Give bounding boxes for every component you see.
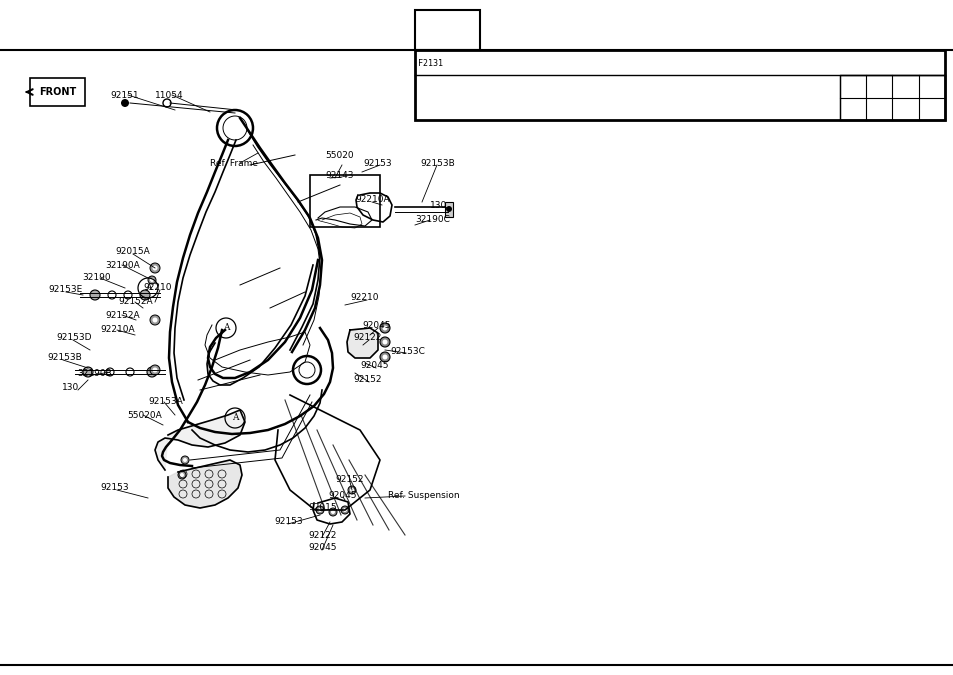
Text: 55020: 55020 [325,151,354,159]
Circle shape [181,456,189,464]
Text: 92210: 92210 [350,294,378,302]
Polygon shape [347,328,377,358]
Text: 92210A: 92210A [100,325,134,335]
Text: 92122: 92122 [308,531,336,539]
Circle shape [152,265,157,271]
Text: 92153B: 92153B [47,354,82,362]
Circle shape [150,365,160,375]
Text: 92153: 92153 [100,483,129,493]
Bar [415,50,944,120]
Text: 32190B: 32190B [77,369,112,377]
Circle shape [147,367,157,377]
Circle shape [148,276,156,284]
Polygon shape [168,460,242,508]
Circle shape [150,263,160,273]
Text: 92153: 92153 [363,159,392,167]
Circle shape [379,337,390,347]
Circle shape [178,471,186,479]
Text: A: A [145,284,152,292]
Text: 92045: 92045 [361,321,390,331]
Text: 130: 130 [430,200,447,209]
Circle shape [180,473,184,477]
Circle shape [152,367,157,373]
Text: 32190: 32190 [82,273,111,283]
Circle shape [446,206,452,212]
Circle shape [348,486,355,494]
Text: 92153C: 92153C [390,348,424,356]
Text: 32190C: 32190C [415,215,450,225]
Text: 92153B: 92153B [419,159,455,167]
Circle shape [329,508,336,516]
Circle shape [121,99,129,107]
Circle shape [382,325,387,331]
Text: 92153: 92153 [274,518,302,526]
Circle shape [331,510,335,514]
Circle shape [140,290,150,300]
Text: 92210: 92210 [143,284,172,292]
Text: 92210A: 92210A [355,196,389,205]
Text: F2131: F2131 [417,59,442,68]
Text: 92152A: 92152A [118,298,152,306]
Circle shape [315,506,324,514]
Text: 92151: 92151 [110,90,138,99]
Text: A: A [232,414,238,423]
Text: 92143: 92143 [325,171,354,180]
Text: Ref. Frame: Ref. Frame [210,159,257,167]
Bar [444,202,453,217]
Circle shape [183,458,187,462]
Circle shape [317,508,322,512]
Text: 92153E: 92153E [48,286,82,294]
Text: 92153D: 92153D [56,333,91,342]
Text: 130: 130 [62,383,79,392]
Circle shape [379,352,390,362]
Circle shape [150,278,153,282]
Circle shape [83,367,92,377]
Text: 92045: 92045 [308,543,336,553]
Text: 92015A: 92015A [115,248,150,256]
Bar [310,175,379,227]
Text: Ref. Suspension: Ref. Suspension [388,491,459,500]
Bar [30,78,85,106]
Circle shape [90,290,100,300]
Text: 92045: 92045 [359,360,388,369]
Circle shape [382,354,387,360]
Circle shape [150,315,160,325]
Circle shape [340,506,349,514]
Text: 92045: 92045 [328,491,356,500]
Circle shape [343,508,347,512]
Circle shape [379,323,390,333]
Text: FRONT: FRONT [39,87,76,97]
Text: 92015: 92015 [308,504,336,512]
Text: 32190A: 32190A [105,261,139,269]
Text: 11054: 11054 [154,90,183,99]
Text: 92152: 92152 [353,375,381,385]
Bar [415,10,479,50]
Text: 92152: 92152 [335,475,363,485]
Circle shape [152,317,157,323]
Text: 92153A: 92153A [148,398,183,406]
Polygon shape [154,410,245,470]
Text: 92122: 92122 [353,333,381,342]
Text: A: A [222,323,229,333]
Circle shape [382,340,387,344]
Text: 92152A: 92152A [105,310,139,319]
Bar [840,75,944,120]
Text: 55020A: 55020A [127,410,162,419]
Circle shape [350,488,354,492]
